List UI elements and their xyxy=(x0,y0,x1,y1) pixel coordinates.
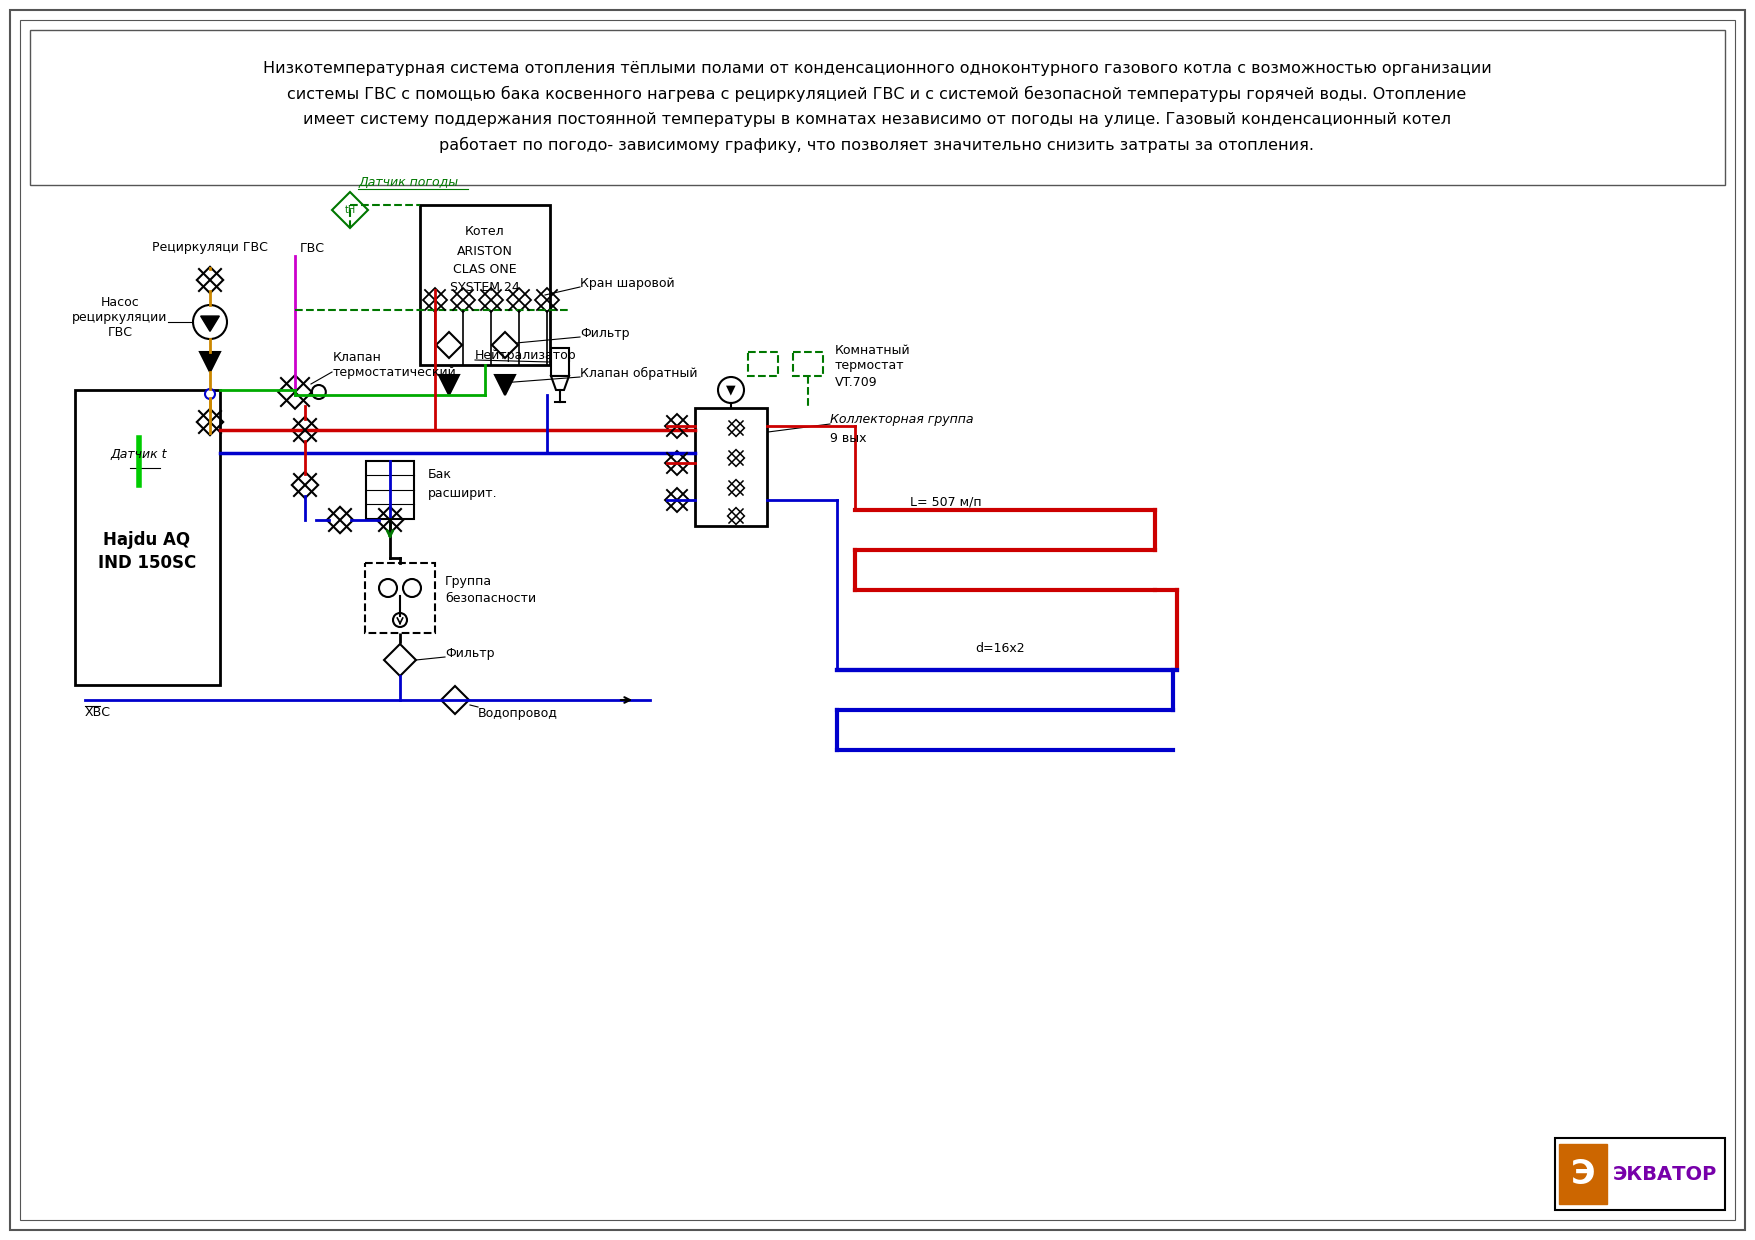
Bar xyxy=(367,461,414,520)
Text: IND 150SC: IND 150SC xyxy=(98,554,197,572)
Bar xyxy=(1558,1145,1608,1204)
Text: Клапан
термостатический: Клапан термостатический xyxy=(333,351,456,379)
Polygon shape xyxy=(551,376,569,391)
Bar xyxy=(793,352,823,376)
Text: Нейтрализатор: Нейтрализатор xyxy=(476,348,577,362)
Text: ARISTON: ARISTON xyxy=(456,246,512,258)
Text: Бак: Бак xyxy=(428,469,453,481)
Text: ХВС: ХВС xyxy=(84,707,111,719)
Text: Hajdu AQ: Hajdu AQ xyxy=(104,531,191,549)
Text: Водопровод: Водопровод xyxy=(477,707,558,719)
Text: Рециркуляци ГВС: Рециркуляци ГВС xyxy=(153,242,269,254)
Bar xyxy=(419,205,549,365)
Polygon shape xyxy=(439,374,460,396)
Text: расширит.: расширит. xyxy=(428,486,498,500)
Text: Датчик t: Датчик t xyxy=(111,448,167,461)
Polygon shape xyxy=(495,374,514,396)
Text: Низкотемпературная система отопления тёплыми полами от конденсационного одноконт: Низкотемпературная система отопления тёп… xyxy=(263,61,1492,154)
Text: Коллекторная группа: Коллекторная группа xyxy=(830,413,974,427)
Text: Клапан обратный: Клапан обратный xyxy=(579,367,697,379)
Text: Группа: Группа xyxy=(446,575,491,589)
Text: tH: tH xyxy=(344,205,356,215)
Text: Фильтр: Фильтр xyxy=(446,646,495,660)
Text: Фильтр: Фильтр xyxy=(579,326,630,340)
Text: d=16x2: d=16x2 xyxy=(976,641,1025,655)
Bar xyxy=(365,563,435,632)
Text: 9 вых: 9 вых xyxy=(830,432,867,444)
Text: ГВС: ГВС xyxy=(300,242,325,254)
Text: VT.709: VT.709 xyxy=(835,376,878,388)
Text: Насос
рециркуляции
ГВС: Насос рециркуляции ГВС xyxy=(72,296,168,340)
Text: Э: Э xyxy=(1571,1157,1595,1190)
Bar xyxy=(1555,1138,1725,1210)
Text: Комнатный: Комнатный xyxy=(835,343,911,357)
Text: термостат: термостат xyxy=(835,360,904,372)
Polygon shape xyxy=(200,352,219,372)
Text: ЭКВАТОР: ЭКВАТОР xyxy=(1613,1164,1716,1183)
Text: SYSTEM 24: SYSTEM 24 xyxy=(449,281,519,294)
Text: L= 507 м/п: L= 507 м/п xyxy=(911,496,981,508)
Text: Котел: Котел xyxy=(465,224,505,238)
Text: Датчик погоды: Датчик погоды xyxy=(358,176,458,188)
Bar xyxy=(695,408,767,526)
Text: безопасности: безопасности xyxy=(446,591,535,605)
Bar xyxy=(551,348,569,376)
Circle shape xyxy=(193,305,226,339)
Circle shape xyxy=(718,377,744,403)
Bar xyxy=(75,391,219,684)
Polygon shape xyxy=(200,316,219,331)
Text: CLAS ONE: CLAS ONE xyxy=(453,263,516,277)
Bar xyxy=(748,352,777,376)
Text: Кран шаровой: Кран шаровой xyxy=(579,277,674,289)
Text: ▼: ▼ xyxy=(727,383,735,397)
Circle shape xyxy=(205,389,216,399)
